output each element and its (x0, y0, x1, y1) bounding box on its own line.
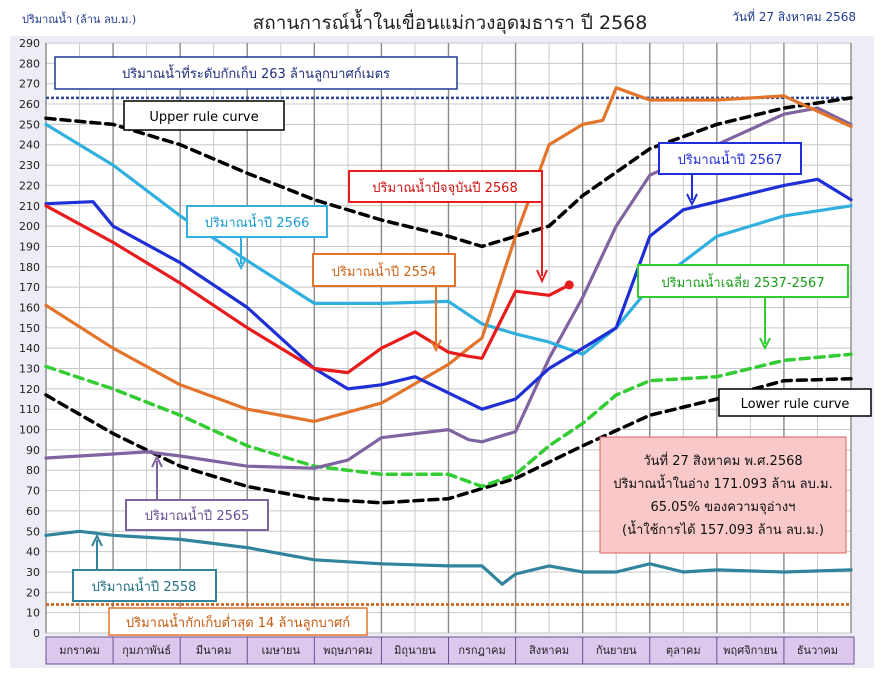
series-layer (44, 86, 853, 586)
avg-annotation: ปริมาณน้ำเฉลี่ย 2537-2567 (637, 264, 849, 351)
y-tick-labels: 0 10 20 30 40 50 60 70 80 90 100 110 120 130 140 150 160… (19, 37, 40, 640)
date-label: วันที่ 27 สิงหาคม 2568 (732, 10, 856, 24)
y-tick-label: 130 (19, 363, 40, 376)
lower-rule-annotation: Lower rule curve (718, 388, 872, 417)
min-storage-text: ปริมาณน้ำกักเก็บต่ำสุด 14 ล้านลูกบาศก์ (126, 613, 350, 631)
y-tick-label: 110 (19, 403, 40, 416)
month-label: พฤษภาคม (323, 644, 372, 657)
lower-rule-text: Lower rule curve (741, 397, 850, 412)
y2565-annotation: ปริมาณน้ำปี 2565 (125, 454, 269, 531)
y-tick-label: 210 (19, 200, 40, 213)
upper-rule-annotation: Upper rule curve (123, 100, 285, 131)
y-tick-label: 10 (26, 607, 40, 620)
series-line (44, 96, 853, 249)
series-line (44, 376, 853, 505)
month-label: กันยายน (596, 644, 637, 657)
y-tick-label: 170 (19, 281, 40, 294)
y-tick-label: 150 (19, 322, 40, 335)
current-year-annotation: ปริมาณน้ำปัจจุบันปี 2568 (348, 170, 548, 284)
upper-rule-text: Upper rule curve (149, 110, 258, 125)
current-value-marker (564, 280, 574, 290)
month-label: พฤศจิกายน (723, 644, 778, 657)
month-label: มีนาคม (196, 644, 232, 657)
y2554-annotation: ปริมาณน้ำปี 2554 (312, 253, 456, 353)
y2558-text: ปริมาณน้ำปี 2558 (92, 577, 197, 595)
y-tick-label: 190 (19, 240, 40, 253)
month-label: กรกฎาคม (458, 644, 505, 657)
series-line (44, 122, 853, 356)
avg-text: ปริมาณน้ำเฉลี่ย 2537-2567 (661, 273, 824, 291)
capacity-text: ปริมาณน้ำที่ระดับกักเก็บ 263 ล้านลูกบาศก… (122, 64, 390, 82)
y-tick-label: 250 (19, 118, 40, 131)
page-title: สถานการณ์น้ำในเขื่อนแม่กวงอุดมธารา ปี 25… (252, 12, 648, 34)
info-date: วันที่ 27 สิงหาคม พ.ศ.2568 (643, 452, 802, 469)
y2554-text: ปริมาณน้ำปี 2554 (332, 262, 437, 280)
vertical-gridlines (45, 43, 852, 633)
y-tick-label: 200 (19, 220, 40, 233)
series-line (44, 204, 571, 375)
current-year-text: ปริมาณน้ำปัจจุบันปี 2568 (372, 178, 517, 196)
series-line (44, 352, 853, 489)
y2566-text: ปริมาณน้ำปี 2566 (205, 213, 310, 231)
month-label: กุมภาพันธ์ (122, 644, 171, 657)
month-label: ธันวาคม (797, 644, 838, 657)
info-box: วันที่ 27 สิงหาคม พ.ศ.2568 ปริมาณน้ำในอ่… (599, 436, 847, 554)
y-tick-label: 280 (19, 57, 40, 70)
y-tick-label: 40 (26, 546, 40, 559)
info-volume: ปริมาณน้ำในอ่าง 171.093 ล้าน ลบ.ม. (613, 474, 832, 492)
y-tick-label: 220 (19, 179, 40, 192)
month-label: สิงหาคม (529, 644, 569, 657)
capacity-annotation: ปริมาณน้ำที่ระดับกักเก็บ 263 ล้านลูกบาศก… (54, 56, 458, 90)
y-tick-label: 60 (26, 505, 40, 518)
reference-lines (46, 96, 851, 606)
y-tick-label: 240 (19, 139, 40, 152)
month-label: เมษายน (262, 644, 301, 657)
y-tick-label: 180 (19, 261, 40, 274)
y-tick-label: 160 (19, 301, 40, 314)
y2567-annotation: ปริมาณน้ำปี 2567 (658, 142, 802, 207)
info-usable: (น้ำใช้การได้ 157.093 ล้าน ลบ.ม.) (622, 520, 824, 538)
month-axis: มกราคม กุมภาพันธ์ มีนาคม เมษายน พฤษภาคม มิถุน… (45, 636, 855, 665)
info-percent: 65.05% ของความจุอ่างฯ (651, 500, 796, 515)
y2566-annotation: ปริมาณน้ำปี 2566 (186, 205, 328, 271)
y-tick-label: 0 (33, 627, 40, 640)
y-tick-label: 270 (19, 78, 40, 91)
month-label: ตุลาคม (666, 644, 701, 657)
y-tick-label: 80 (26, 464, 40, 477)
month-label: มกราคม (59, 644, 100, 657)
series-line (44, 529, 853, 586)
y2567-text: ปริมาณน้ำปี 2567 (678, 150, 783, 168)
y-tick-label: 230 (19, 159, 40, 172)
y2558-annotation: ปริมาณน้ำปี 2558 (72, 533, 217, 602)
y-tick-label: 70 (26, 485, 40, 498)
y-tick-label: 50 (26, 525, 40, 538)
y-tick-label: 30 (26, 566, 40, 579)
y2565-text: ปริมาณน้ำปี 2565 (145, 506, 250, 524)
y-axis-unit-label: ปริมาณน้ำ (ล้าน ลบ.ม.) (22, 13, 137, 26)
min-storage-annotation: ปริมาณน้ำกักเก็บต่ำสุด 14 ล้านลูกบาศก์ (108, 607, 368, 636)
y-tick-label: 90 (26, 444, 40, 457)
series-line (44, 86, 853, 423)
y-tick-label: 100 (19, 424, 40, 437)
y-tick-label: 140 (19, 342, 40, 355)
y-tick-label: 290 (19, 37, 40, 50)
month-label: มิถุนายน (394, 644, 436, 657)
y-tick-label: 20 (26, 586, 40, 599)
y-tick-label: 120 (19, 383, 40, 396)
series-line (44, 177, 853, 411)
y-tick-label: 260 (19, 98, 40, 111)
